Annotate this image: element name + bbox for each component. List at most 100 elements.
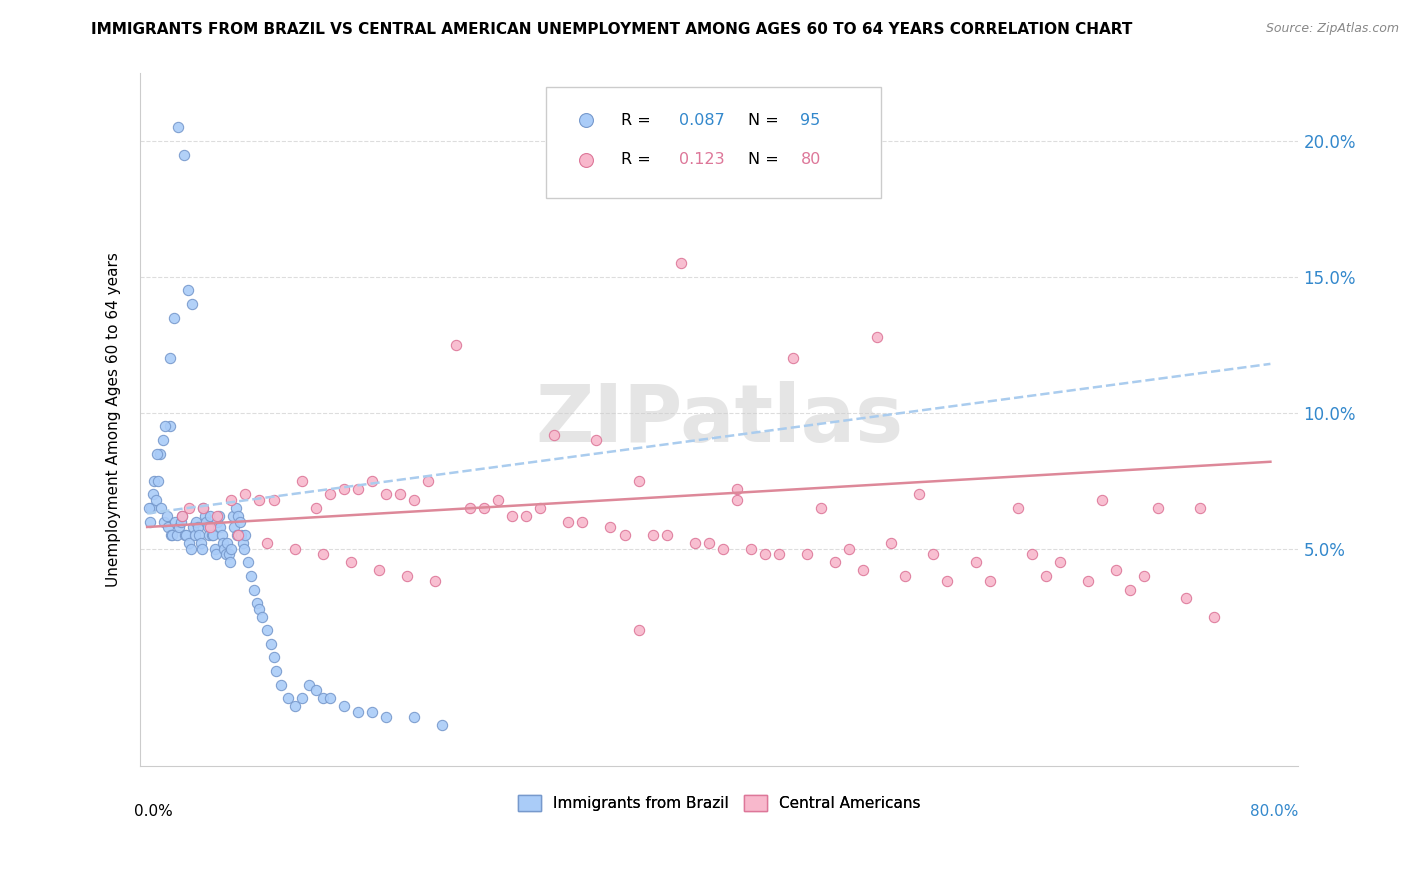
- Point: [195, 515, 218, 529]
- Text: 0.087: 0.087: [679, 112, 724, 128]
- Point: [908, 487, 931, 501]
- Point: [179, 500, 201, 515]
- Point: [669, 256, 692, 270]
- Point: [263, 650, 285, 665]
- Point: [149, 447, 172, 461]
- Point: [339, 555, 361, 569]
- Point: [810, 500, 832, 515]
- Point: [153, 515, 176, 529]
- Point: [191, 541, 214, 556]
- Point: [367, 564, 389, 578]
- Point: [260, 637, 283, 651]
- Point: [226, 528, 249, 542]
- Point: [225, 500, 247, 515]
- Point: [186, 515, 208, 529]
- Point: [388, 487, 411, 501]
- Point: [229, 515, 252, 529]
- Point: [641, 528, 664, 542]
- Point: [173, 147, 195, 161]
- Point: [346, 705, 368, 719]
- Point: [207, 515, 229, 529]
- Point: [1204, 609, 1226, 624]
- Point: [150, 500, 173, 515]
- Point: [228, 528, 250, 542]
- Point: [179, 536, 201, 550]
- Point: [311, 547, 333, 561]
- Text: R =: R =: [621, 153, 651, 167]
- Point: [202, 528, 225, 542]
- Text: 80.0%: 80.0%: [1250, 805, 1299, 820]
- Point: [159, 419, 181, 434]
- Text: 0.123: 0.123: [679, 153, 724, 167]
- Point: [266, 664, 288, 678]
- Point: [1007, 500, 1029, 515]
- Point: [187, 520, 209, 534]
- Point: [194, 509, 217, 524]
- Point: [256, 624, 278, 638]
- Point: [374, 487, 396, 501]
- Point: [501, 509, 523, 524]
- Point: [613, 528, 636, 542]
- Point: [172, 509, 194, 524]
- Point: [1175, 591, 1198, 605]
- Point: [332, 482, 354, 496]
- Point: [529, 500, 551, 515]
- Point: [162, 528, 184, 542]
- Point: [402, 710, 425, 724]
- Point: [1133, 569, 1156, 583]
- Point: [683, 536, 706, 550]
- Point: [725, 482, 748, 496]
- Point: [1105, 564, 1128, 578]
- Point: [979, 574, 1001, 589]
- Point: [235, 528, 257, 542]
- Point: [145, 492, 167, 507]
- Point: [176, 528, 198, 542]
- Point: [200, 520, 222, 534]
- Point: [249, 601, 271, 615]
- Point: [212, 536, 235, 550]
- Point: [852, 564, 875, 578]
- Point: [543, 427, 565, 442]
- Point: [231, 528, 253, 542]
- Point: [221, 492, 243, 507]
- Point: [486, 492, 509, 507]
- Point: [142, 487, 165, 501]
- Point: [740, 541, 762, 556]
- Point: [965, 555, 987, 569]
- Point: [1035, 569, 1057, 583]
- Point: [233, 541, 256, 556]
- Point: [167, 120, 190, 135]
- Point: [277, 691, 299, 706]
- Point: [238, 555, 260, 569]
- Point: [219, 555, 242, 569]
- Point: [209, 520, 232, 534]
- Point: [141, 500, 163, 515]
- Point: [936, 574, 959, 589]
- Point: [198, 528, 221, 542]
- Point: [360, 474, 382, 488]
- Point: [256, 536, 278, 550]
- Text: 0.0%: 0.0%: [135, 805, 173, 820]
- Point: [305, 683, 328, 698]
- Point: [711, 541, 734, 556]
- Point: [190, 536, 212, 550]
- Point: [201, 528, 224, 542]
- Point: [205, 547, 228, 561]
- Point: [922, 547, 945, 561]
- Point: [249, 492, 271, 507]
- Text: ZIPatlas: ZIPatlas: [536, 381, 904, 458]
- Point: [754, 547, 776, 561]
- Point: [146, 447, 169, 461]
- Point: [177, 284, 200, 298]
- Point: [184, 528, 207, 542]
- Y-axis label: Unemployment Among Ages 60 to 64 years: Unemployment Among Ages 60 to 64 years: [107, 252, 121, 587]
- Point: [768, 547, 790, 561]
- Point: [218, 547, 240, 561]
- Point: [655, 528, 678, 542]
- Point: [599, 520, 621, 534]
- Point: [332, 699, 354, 714]
- Point: [232, 536, 254, 550]
- Text: IMMIGRANTS FROM BRAZIL VS CENTRAL AMERICAN UNEMPLOYMENT AMONG AGES 60 TO 64 YEAR: IMMIGRANTS FROM BRAZIL VS CENTRAL AMERIC…: [91, 22, 1133, 37]
- Point: [291, 474, 314, 488]
- Point: [725, 492, 748, 507]
